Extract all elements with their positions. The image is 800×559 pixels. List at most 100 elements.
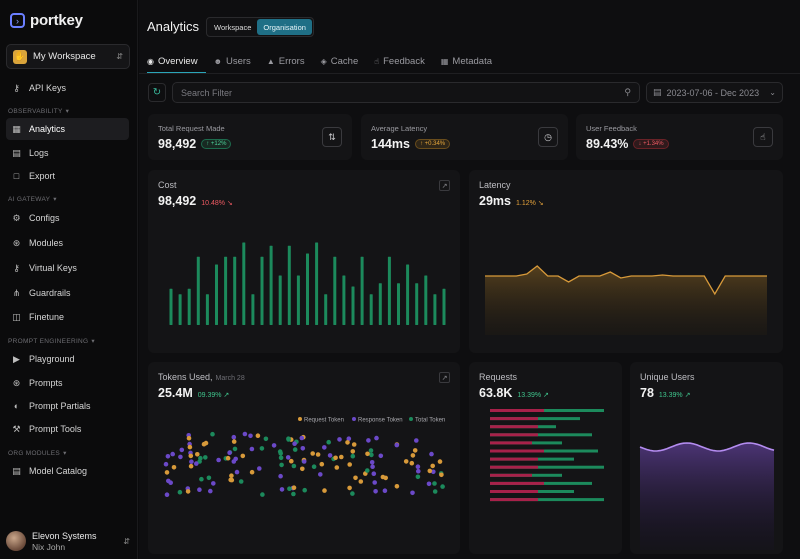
token-point xyxy=(177,489,183,495)
token-point xyxy=(426,481,432,487)
token-point xyxy=(240,453,246,459)
cost-bar xyxy=(205,294,209,325)
sidebar-item-logs[interactable]: ▤ Logs xyxy=(6,142,129,164)
token-point xyxy=(432,489,438,494)
cost-bar xyxy=(433,294,437,325)
workspace-selector[interactable]: ✋ My Workspace ⇵ xyxy=(6,44,130,69)
token-point xyxy=(231,434,237,440)
token-point xyxy=(291,491,296,497)
legend-label: Total Token xyxy=(415,418,445,424)
token-point xyxy=(206,475,212,481)
token-point xyxy=(302,487,307,493)
cost-bar xyxy=(351,286,355,325)
scope-toggle: Workspace Organisation xyxy=(206,17,314,37)
tokens-scatter-chart: Request Token Response Token Total Token xyxy=(163,417,445,497)
sidebar-item-guardrails[interactable]: ⋔ Guardrails xyxy=(6,282,129,304)
token-point xyxy=(163,461,169,467)
stat-label: Total Request Made xyxy=(158,124,225,133)
token-point xyxy=(271,443,277,448)
refresh-button[interactable]: ↻ xyxy=(148,83,166,102)
caret-down-icon: ▾ xyxy=(91,338,95,345)
catalog-icon: ▤ xyxy=(12,465,21,476)
token-point xyxy=(322,488,327,493)
cost-card: Cost 98,492 10.48% ↘ ↗ xyxy=(148,170,460,353)
token-point xyxy=(189,459,194,464)
token-point xyxy=(164,492,170,497)
sidebar-item-model-catalog[interactable]: ▤ Model Catalog xyxy=(6,460,129,482)
search-input[interactable] xyxy=(181,87,625,98)
expand-icon[interactable]: ↗ xyxy=(439,372,450,383)
expand-icon[interactable]: ↗ xyxy=(439,180,450,191)
token-point xyxy=(319,461,325,467)
sidebar-item-configs[interactable]: ⚙ Configs xyxy=(6,207,129,229)
token-point xyxy=(199,476,204,482)
request-bar-overlay xyxy=(490,481,544,485)
stat-label: User Feedback xyxy=(586,124,637,133)
sidebar-item-analytics[interactable]: ▦ Analytics xyxy=(6,118,129,140)
token-point xyxy=(415,464,421,469)
token-point xyxy=(394,484,400,489)
request-bar xyxy=(490,409,604,412)
stat-value: 89.43% xyxy=(586,137,629,151)
sidebar-item-prompt-partials[interactable]: ◐ Prompt Partials xyxy=(6,395,129,417)
cost-bar xyxy=(269,245,273,325)
cost-bar xyxy=(415,283,419,325)
cost-bar xyxy=(296,275,300,325)
token-point xyxy=(203,440,209,446)
avatar xyxy=(6,531,26,551)
token-point xyxy=(279,462,284,468)
sidebar-item-virtual-keys[interactable]: ⚷ Virtual Keys xyxy=(6,257,129,279)
sidebar-item-prompt-tools[interactable]: ⚒ Prompt Tools xyxy=(6,418,129,440)
tab-cache[interactable]: ◈ Cache xyxy=(320,55,359,67)
section-org-modules[interactable]: ORG MODULES ▾ xyxy=(8,449,67,458)
section-observability[interactable]: OBSERVABILITY ▾ xyxy=(8,107,70,116)
request-bar xyxy=(490,433,592,437)
token-point xyxy=(259,446,265,451)
stat-card-feedback: User Feedback 89.43% ↓ +1.34% ☝ xyxy=(576,114,783,160)
request-bar-overlay xyxy=(490,457,538,461)
sidebar-item-export[interactable]: □ Export xyxy=(6,165,129,187)
token-point xyxy=(228,477,233,483)
token-point xyxy=(292,441,297,446)
sidebar-item-finetune[interactable]: ◫ Finetune xyxy=(6,306,129,328)
token-point xyxy=(371,471,377,476)
cost-bar xyxy=(333,256,337,325)
token-point xyxy=(255,433,261,438)
brand-logo[interactable]: › portkey xyxy=(10,12,83,29)
playground-icon: ▶ xyxy=(13,353,20,364)
key-icon: ⚷ xyxy=(13,262,20,273)
token-point xyxy=(366,438,371,443)
tab-overview[interactable]: ◉ Overview xyxy=(147,49,206,74)
legend-marker xyxy=(409,417,413,421)
section-ai-gateway[interactable]: AI GATEWAY ▾ xyxy=(8,195,57,204)
tab-users[interactable]: ☻ Users xyxy=(213,55,251,67)
token-point xyxy=(198,455,203,461)
token-point xyxy=(170,451,175,457)
cost-bar xyxy=(287,245,291,325)
tab-errors[interactable]: ▲ Errors xyxy=(266,55,305,67)
refresh-icon: ↻ xyxy=(152,87,162,98)
chevron-down-icon: ⌄ xyxy=(769,88,776,97)
sidebar-item-playground[interactable]: ▶ Playground xyxy=(6,348,129,370)
section-prompt-engineering[interactable]: PROMPT ENGINEERING ▾ xyxy=(8,337,95,346)
toggle-organisation[interactable]: Organisation xyxy=(257,19,312,35)
sidebar-item-label: Guardrails xyxy=(29,288,71,298)
tab-feedback[interactable]: ☝ Feedback xyxy=(374,55,425,67)
export-icon: □ xyxy=(13,171,20,181)
token-point xyxy=(300,466,305,472)
tab-metadata[interactable]: ▦ Metadata xyxy=(440,55,493,67)
toggle-workspace[interactable]: Workspace xyxy=(214,22,252,32)
date-range-picker[interactable]: ▤ 2023-07-06 - Dec 2023 ⌄ xyxy=(646,82,783,103)
token-point xyxy=(430,463,436,469)
token-point xyxy=(365,451,370,457)
token-point xyxy=(278,473,283,479)
request-bar-overlay xyxy=(490,465,538,469)
sidebar-item-prompts[interactable]: ⊛ Prompts xyxy=(6,372,129,394)
user-menu[interactable]: Elevon Systems Nix John ⇵ xyxy=(6,528,130,554)
sidebar-item-label: Playground xyxy=(29,354,75,364)
sidebar-item-api-keys[interactable]: ⚷ API Keys xyxy=(6,77,129,99)
thumbs-up-icon: ☝ xyxy=(374,56,380,66)
chart-value: 29ms xyxy=(479,194,511,208)
sidebar: › portkey ✋ My Workspace ⇵ ⚷ API Keys OB… xyxy=(0,0,138,559)
sidebar-item-modules[interactable]: ⊛ Modules xyxy=(6,232,129,254)
